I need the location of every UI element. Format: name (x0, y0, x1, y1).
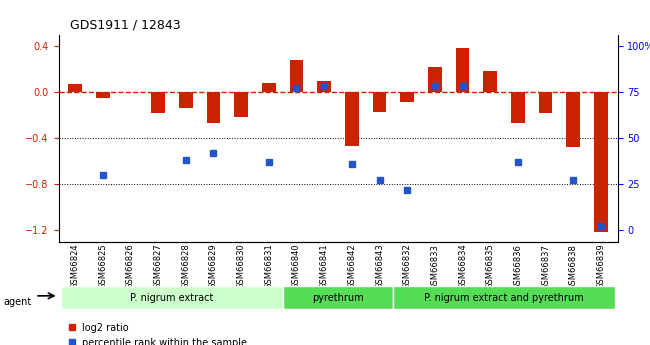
Text: agent: agent (3, 297, 31, 307)
Text: GSM66841: GSM66841 (320, 244, 329, 289)
Text: GSM66834: GSM66834 (458, 244, 467, 289)
Text: GSM66838: GSM66838 (569, 244, 578, 289)
Bar (456, 48, 469, 92)
Text: GSM66827: GSM66827 (153, 244, 162, 289)
Text: GSM66839: GSM66839 (597, 244, 605, 289)
Bar (594, 92, 608, 232)
Bar (484, 71, 497, 92)
FancyBboxPatch shape (283, 286, 393, 309)
Text: GSM66833: GSM66833 (430, 244, 439, 289)
Text: GSM66831: GSM66831 (265, 244, 273, 289)
Bar (511, 92, 525, 123)
Bar (151, 92, 165, 113)
Bar (566, 92, 580, 147)
Bar (68, 84, 82, 92)
Bar (372, 92, 387, 111)
FancyBboxPatch shape (393, 286, 615, 309)
Text: pyrethrum: pyrethrum (312, 293, 364, 303)
Bar (317, 80, 331, 92)
Bar (289, 60, 304, 92)
Text: GSM66830: GSM66830 (237, 244, 246, 289)
Bar (262, 83, 276, 92)
Text: GDS1911 / 12843: GDS1911 / 12843 (70, 19, 180, 32)
Text: GSM66836: GSM66836 (514, 244, 523, 289)
Text: GSM66840: GSM66840 (292, 244, 301, 289)
Bar (400, 92, 414, 102)
Text: GSM66824: GSM66824 (71, 244, 79, 289)
FancyBboxPatch shape (61, 286, 283, 309)
Text: GSM66828: GSM66828 (181, 244, 190, 289)
Bar (207, 92, 220, 123)
Bar (345, 92, 359, 146)
Text: P. nigrum extract and pyrethrum: P. nigrum extract and pyrethrum (424, 293, 584, 303)
Text: GSM66826: GSM66826 (126, 244, 135, 289)
Bar (539, 92, 552, 113)
Text: GSM66837: GSM66837 (541, 244, 550, 289)
Text: GSM66842: GSM66842 (347, 244, 356, 289)
Bar (179, 92, 192, 108)
Text: GSM66829: GSM66829 (209, 244, 218, 289)
Text: GSM66832: GSM66832 (403, 244, 411, 289)
Legend: log2 ratio, percentile rank within the sample: log2 ratio, percentile rank within the s… (63, 319, 251, 345)
Bar (96, 92, 110, 98)
Bar (428, 67, 442, 92)
Text: GSM66843: GSM66843 (375, 244, 384, 289)
Text: P. nigrum extract: P. nigrum extract (130, 293, 214, 303)
Text: GSM66835: GSM66835 (486, 244, 495, 289)
Bar (234, 92, 248, 117)
Text: GSM66825: GSM66825 (98, 244, 107, 289)
